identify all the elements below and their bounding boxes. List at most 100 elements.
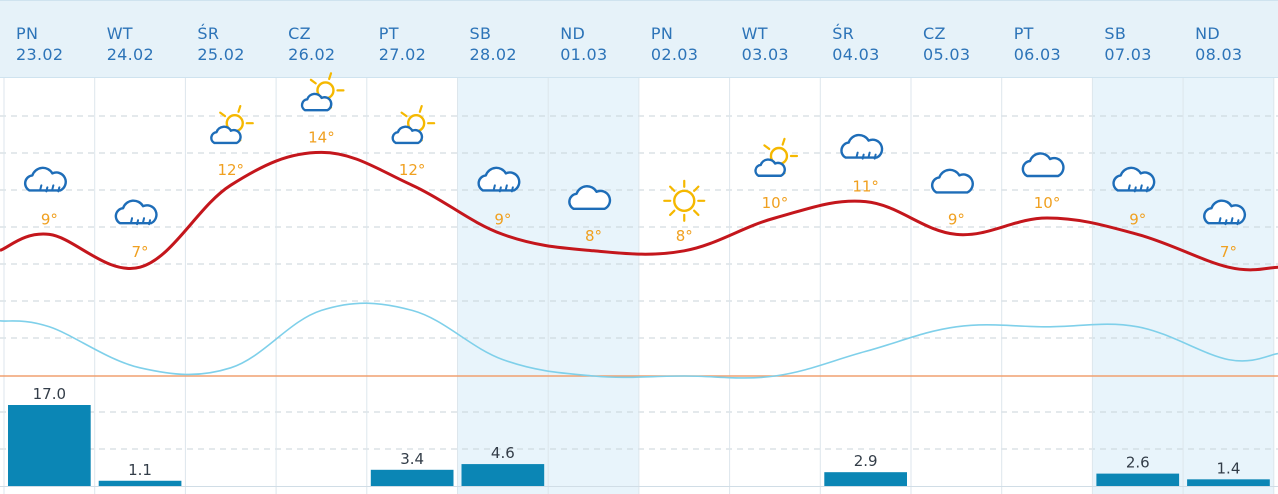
days-header: PN 23.02 WT 24.02 ŚR 25.02 CZ 26.02 PT 27.02 SB 28.… — [0, 0, 1278, 78]
sun-ray — [781, 137, 786, 146]
day-date: 26.02 — [288, 45, 336, 64]
day-header: PT 27.02 — [367, 23, 457, 65]
rain-drop — [1224, 219, 1228, 226]
day-date: 27.02 — [378, 45, 427, 64]
day-header: PT 06.03 — [1002, 23, 1092, 65]
sun-ray — [328, 72, 333, 81]
cloud-icon — [1021, 152, 1065, 178]
precipitation-label: 1.4 — [1217, 459, 1241, 477]
rain-drop — [1127, 184, 1131, 191]
day-header: PN 23.02 — [4, 23, 94, 65]
cloud-shape — [300, 92, 333, 112]
weekend-background — [457, 78, 549, 494]
rain-cloud-icon — [23, 166, 67, 193]
sun-ray — [400, 111, 408, 118]
day-date: 25.02 — [197, 45, 245, 64]
day-header: ND 08.03 — [1183, 23, 1273, 65]
precipitation-label: 4.6 — [491, 444, 515, 462]
day-header: SB 07.03 — [1092, 23, 1182, 65]
temperature-label: 10° — [762, 194, 789, 212]
sun-ray — [763, 144, 771, 151]
day-of-week: SB — [469, 24, 492, 43]
temperature-label: 11° — [852, 178, 879, 196]
rain-drop — [504, 184, 508, 191]
temperature-label: 9° — [494, 210, 511, 228]
day-date: 07.03 — [1104, 45, 1152, 64]
temperature-label: 9° — [1129, 210, 1146, 228]
precipitation-bar — [1096, 473, 1180, 486]
partly-sunny-icon — [210, 104, 254, 145]
day-header: CZ 26.02 — [276, 23, 366, 65]
day-header: WT 03.03 — [730, 23, 820, 65]
rain-drop — [39, 184, 43, 191]
day-header: ND 01.03 — [548, 23, 638, 65]
precipitation-label: 2.9 — [854, 452, 878, 470]
rain-drop — [1133, 186, 1137, 193]
precipitation-bar — [8, 405, 91, 486]
rain-drop — [1230, 217, 1234, 224]
partly-sunny-icon — [391, 104, 436, 145]
temperature-label: 7° — [132, 243, 149, 261]
precipitation-label: 1.1 — [128, 461, 152, 479]
day-of-week: PN — [650, 24, 674, 43]
rain-drop — [1218, 217, 1222, 224]
cloud-shape — [1112, 166, 1156, 192]
day-header: PN 02.03 — [639, 23, 729, 65]
sun-ray — [418, 104, 423, 113]
rain-drop — [498, 186, 502, 193]
temperature-label: 9° — [41, 210, 58, 228]
rain-cloud-icon — [477, 166, 521, 193]
rain-drop — [855, 151, 859, 158]
partly-sunny-icon — [300, 72, 345, 112]
cloud-shape — [1021, 152, 1065, 178]
rain-cloud-icon — [840, 133, 884, 160]
temperature-label: 8° — [585, 227, 602, 245]
rain-drop — [510, 186, 514, 193]
day-of-week: PT — [1013, 24, 1034, 43]
cloud-shape — [210, 125, 242, 145]
day-header: WT 24.02 — [95, 23, 185, 65]
day-header: CZ 05.03 — [911, 23, 1001, 65]
cloud-shape — [114, 199, 158, 225]
weekend-background — [1092, 78, 1184, 494]
temperature-label: 9° — [948, 210, 965, 228]
rain-drop — [130, 217, 134, 224]
rain-drop — [492, 184, 496, 191]
rain-drop — [51, 184, 55, 191]
temperature-label: 8° — [676, 227, 693, 245]
day-header: SB 28.02 — [458, 23, 548, 65]
day-of-week: PN — [16, 24, 39, 43]
rain-cloud-icon — [114, 199, 158, 226]
precipitation-bar — [824, 472, 907, 486]
rain-drop — [142, 217, 146, 224]
cloud-shape — [930, 168, 974, 194]
day-date: 05.03 — [923, 45, 971, 64]
precipitation-bar — [1187, 479, 1270, 486]
day-date: 03.03 — [741, 45, 789, 64]
sun-icon — [663, 179, 706, 222]
sun-ray — [669, 209, 676, 217]
cloud-shape — [840, 133, 884, 159]
rain-drop — [148, 219, 152, 226]
rain-drop — [861, 153, 865, 160]
day-date: 28.02 — [469, 45, 517, 64]
temperature-label: 14° — [308, 128, 335, 146]
cloud-shape — [754, 158, 786, 177]
sun-ray — [693, 185, 700, 193]
rain-drop — [136, 219, 140, 226]
precipitation-label: 2.6 — [1126, 454, 1150, 472]
cloud-shape — [1203, 199, 1247, 225]
day-of-week: PT — [378, 24, 399, 43]
max-temperature-line — [0, 150, 1278, 272]
rain-drop — [1145, 186, 1149, 193]
sun-ray — [219, 111, 227, 118]
sun-disc — [673, 189, 696, 213]
precipitation-label: 17.0 — [33, 385, 66, 403]
day-date: 01.03 — [560, 45, 608, 64]
cloud-shape — [568, 185, 612, 210]
day-date: 24.02 — [106, 45, 154, 64]
precipitation-bar — [461, 464, 545, 486]
weekend-background — [1183, 78, 1274, 494]
